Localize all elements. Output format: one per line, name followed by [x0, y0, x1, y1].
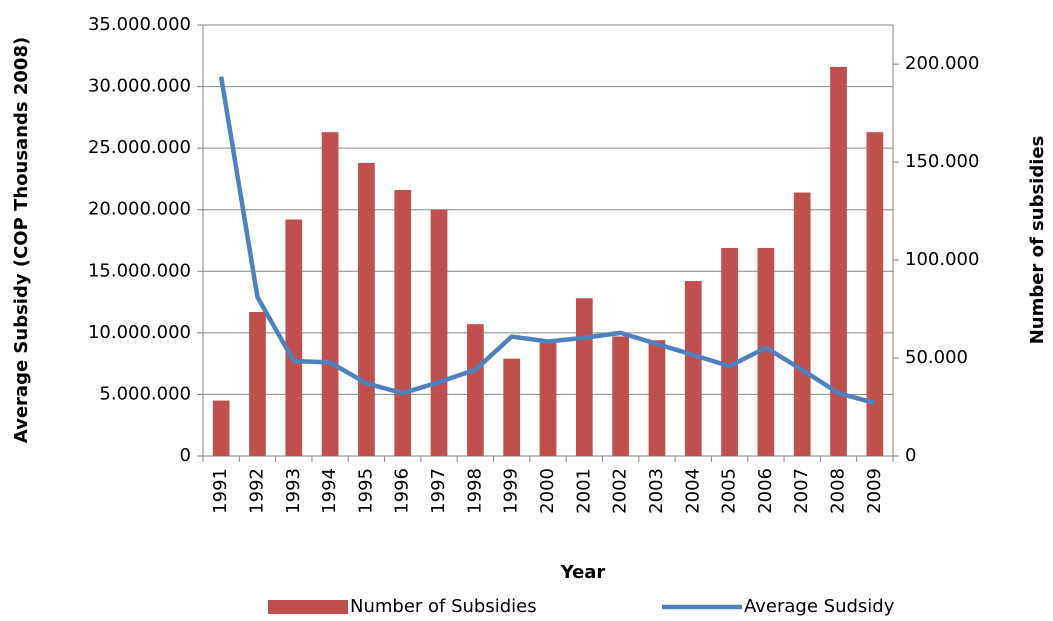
- y-tick-label: 30.000.000: [88, 76, 191, 97]
- bar: [212, 400, 230, 456]
- x-tick-label: 2007: [791, 468, 812, 514]
- x-tick-label: 1999: [501, 468, 522, 514]
- bar: [539, 342, 557, 456]
- legend-swatch: [268, 600, 348, 614]
- bar: [757, 247, 775, 456]
- x-tick-label: 1992: [246, 468, 267, 514]
- bar: [648, 340, 666, 456]
- y2-axis-title: Number of subsidies: [1027, 136, 1048, 345]
- x-tick-label: 2001: [573, 468, 594, 514]
- y-tick-label: 20.000.000: [88, 199, 191, 220]
- y-tick-label: 35.000.000: [88, 14, 191, 35]
- bar: [721, 247, 738, 456]
- x-tick-label: 2006: [755, 468, 776, 514]
- legend-label: Number of Subsidies: [350, 596, 537, 617]
- y2-tick-label: 50.000: [905, 347, 968, 368]
- x-tick-label: 2002: [610, 468, 631, 514]
- x-tick-label: 2000: [537, 468, 558, 514]
- x-tick-label: 1993: [283, 468, 304, 514]
- y-tick-label: 10.000.000: [88, 322, 191, 343]
- x-tick-label: 2008: [828, 468, 849, 514]
- y2-tick-label: 0: [905, 445, 916, 466]
- bar: [830, 66, 847, 456]
- y-tick-label: 0: [180, 445, 191, 466]
- x-tick-label: 1996: [392, 468, 413, 514]
- x-axis-title: Year: [560, 562, 606, 583]
- bar: [612, 336, 629, 456]
- bar: [285, 219, 303, 456]
- bar: [394, 189, 412, 457]
- y2-tick-label: 200.000: [905, 53, 979, 74]
- legend-label: Average Sudsidy: [744, 596, 895, 617]
- bar: [430, 209, 448, 456]
- x-tick-label: 1995: [355, 468, 376, 514]
- bar: [684, 281, 702, 456]
- bar: [358, 162, 375, 457]
- x-tick-label: 2009: [864, 468, 885, 514]
- bar: [467, 324, 484, 456]
- y-axis-title: Average Subsidy (COP Thousands 2008): [11, 37, 32, 443]
- x-tick-label: 2003: [646, 468, 667, 514]
- bar: [503, 358, 521, 456]
- x-tick-label: 1991: [210, 468, 231, 514]
- y-tick-label: 5.000.000: [99, 383, 191, 404]
- x-tick-label: 1994: [319, 468, 340, 514]
- x-tick-label: 1998: [464, 468, 485, 514]
- x-tick-label: 2004: [682, 468, 703, 514]
- x-tick-label: 1997: [428, 468, 449, 514]
- x-tick-label: 2005: [719, 468, 740, 514]
- line: [218, 76, 876, 406]
- y2-tick-label: 150.000: [905, 151, 979, 172]
- bar: [866, 132, 884, 456]
- y-tick-label: 15.000.000: [88, 260, 191, 281]
- bar: [575, 298, 593, 456]
- y2-tick-label: 100.000: [905, 249, 979, 270]
- bar: [249, 312, 266, 456]
- bar: [793, 192, 811, 457]
- bar: [321, 132, 339, 456]
- y-tick-label: 25.000.000: [88, 137, 191, 158]
